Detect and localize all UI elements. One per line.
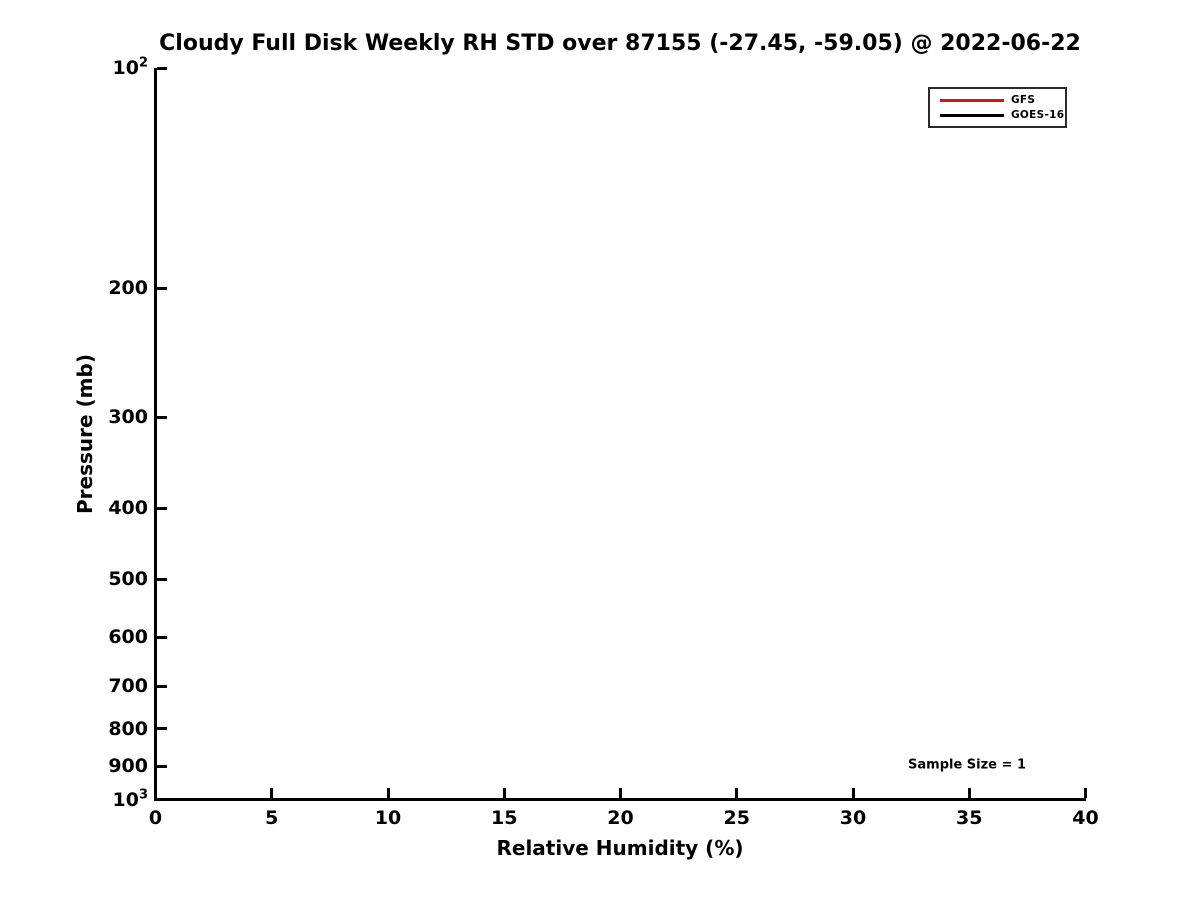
x-tick-label: 20	[607, 807, 634, 829]
y-axis-spine	[154, 68, 157, 801]
y-tick-label: 600	[108, 626, 148, 649]
y-tick	[157, 415, 167, 419]
x-tick	[270, 788, 274, 798]
x-tick	[967, 788, 971, 798]
y-tick-label: 300	[108, 406, 148, 428]
y-tick-label: 500	[108, 568, 148, 591]
legend-item-gfs: GFS	[940, 94, 1059, 106]
x-tick-label: 30	[839, 807, 867, 829]
x-tick-label: 25	[723, 807, 750, 829]
y-axis-label: Pressure (mb)	[73, 354, 97, 514]
x-tick-label: 10	[374, 807, 402, 829]
y-tick-label: 400	[108, 497, 148, 520]
legend-item-goes-16: GOES-16	[940, 109, 1064, 121]
x-tick	[619, 788, 622, 798]
sample-size-annotation: Sample Size = 1	[908, 757, 1026, 773]
legend-label: GFS	[1011, 94, 1036, 106]
y-tick-label: 900	[108, 755, 148, 778]
x-tick	[502, 788, 506, 798]
x-tick	[851, 788, 855, 798]
y-tick-label: 102	[112, 55, 149, 79]
x-axis-spine	[154, 798, 1086, 801]
x-axis-label: Relative Humidity (%)	[496, 836, 744, 860]
y-tick	[157, 764, 167, 768]
y-tick	[157, 635, 167, 639]
y-tick	[157, 727, 167, 731]
y-tick	[157, 506, 167, 510]
x-tick	[386, 788, 390, 798]
x-tick-label: 0	[148, 807, 163, 829]
y-tick	[157, 286, 167, 290]
y-tick	[157, 577, 167, 581]
x-tick-label: 15	[491, 807, 518, 829]
x-tick-label: 40	[1072, 807, 1099, 829]
x-tick	[154, 788, 157, 798]
legend: GFS GOES-16	[928, 87, 1067, 128]
legend-label: GOES-16	[1011, 109, 1065, 121]
x-tick-label: 5	[265, 807, 279, 829]
y-tick	[157, 798, 167, 801]
legend-line-swatch	[940, 98, 1004, 102]
y-tick-label: 103	[112, 787, 149, 811]
x-tick-label: 35	[956, 807, 983, 829]
x-tick	[735, 788, 739, 798]
y-tick	[157, 684, 167, 688]
y-tick-label: 200	[108, 277, 148, 300]
legend-line-swatch	[940, 113, 1004, 117]
y-tick-label: 800	[108, 717, 148, 740]
chart-title: Cloudy Full Disk Weekly RH STD over 8715…	[159, 31, 1081, 56]
x-tick	[1084, 788, 1087, 798]
y-tick	[157, 66, 167, 70]
y-tick-label: 700	[108, 675, 148, 698]
